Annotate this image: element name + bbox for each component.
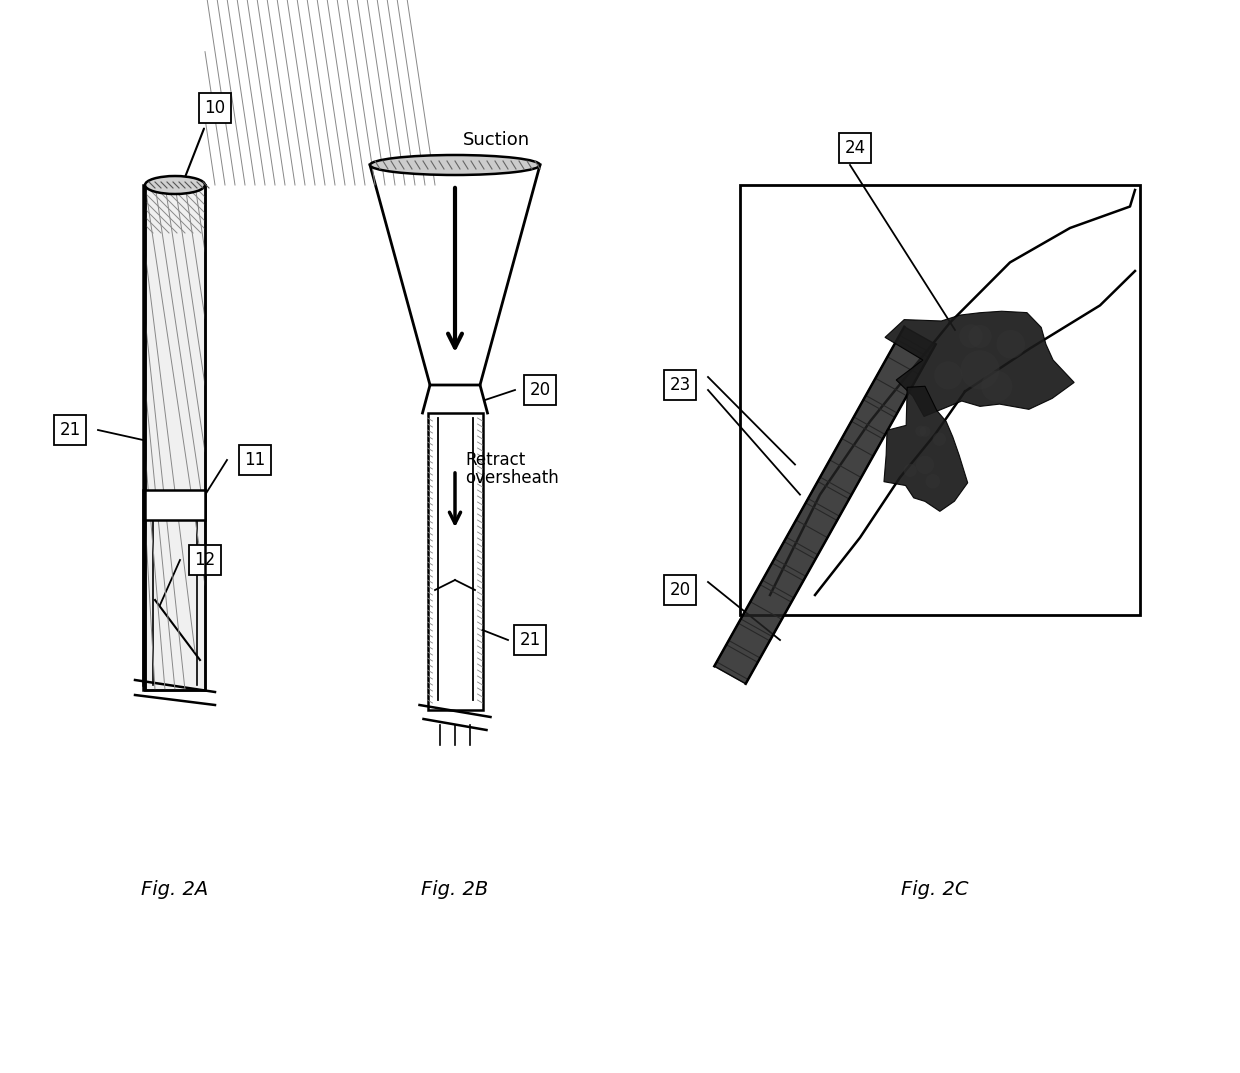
Text: Fig. 2C: Fig. 2C xyxy=(901,880,968,899)
Circle shape xyxy=(920,426,930,437)
Text: 23: 23 xyxy=(670,376,691,394)
Circle shape xyxy=(981,370,1012,402)
Circle shape xyxy=(932,432,946,446)
Polygon shape xyxy=(145,185,205,690)
Circle shape xyxy=(960,324,983,348)
Text: Retract: Retract xyxy=(465,451,526,469)
Text: 10: 10 xyxy=(205,99,226,117)
Polygon shape xyxy=(145,490,205,520)
Circle shape xyxy=(915,426,926,437)
Ellipse shape xyxy=(145,176,205,194)
Text: 21: 21 xyxy=(520,631,541,649)
Text: Fig. 2B: Fig. 2B xyxy=(422,880,489,899)
Bar xyxy=(740,185,1140,615)
Circle shape xyxy=(925,474,940,488)
Text: Suction: Suction xyxy=(463,131,531,149)
Polygon shape xyxy=(885,311,1074,416)
Ellipse shape xyxy=(370,155,539,175)
Text: 24: 24 xyxy=(844,139,866,157)
Text: 21: 21 xyxy=(60,421,81,439)
Circle shape xyxy=(961,350,999,389)
Text: Fig. 2A: Fig. 2A xyxy=(141,880,208,899)
Text: 20: 20 xyxy=(529,381,551,399)
Circle shape xyxy=(997,330,1025,358)
Circle shape xyxy=(904,464,916,477)
Text: oversheath: oversheath xyxy=(465,469,559,487)
Polygon shape xyxy=(370,165,539,385)
Text: 12: 12 xyxy=(195,552,216,569)
Polygon shape xyxy=(714,326,936,684)
Polygon shape xyxy=(428,413,482,710)
Polygon shape xyxy=(884,386,967,512)
Circle shape xyxy=(916,456,934,474)
Circle shape xyxy=(934,362,962,389)
Text: 11: 11 xyxy=(244,451,265,469)
Text: 20: 20 xyxy=(670,580,691,599)
Circle shape xyxy=(968,325,992,348)
